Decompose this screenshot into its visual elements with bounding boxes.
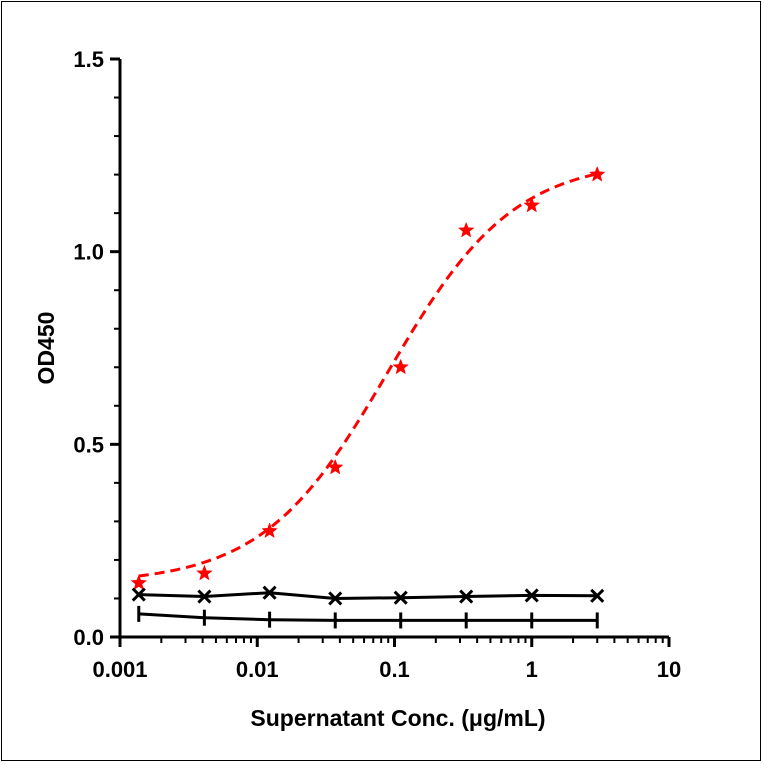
data-point-star — [326, 458, 344, 475]
data-point-x — [262, 585, 277, 600]
y-tick-label: 0.5 — [73, 432, 104, 457]
series-3 — [137, 605, 599, 629]
data-point-star — [523, 196, 541, 213]
x-tick-label: 10 — [657, 657, 681, 682]
data-point-x — [328, 591, 343, 606]
data-point-x — [524, 588, 539, 603]
series-line — [138, 612, 598, 622]
y-tick-label: 1.5 — [73, 47, 104, 72]
series-2 — [131, 585, 605, 606]
data-point-star — [196, 564, 213, 581]
x-axis: 0.001 0.01 0.1 1 10 — [92, 635, 681, 682]
data-point-x — [131, 587, 146, 602]
y-axis: 0.0 0.5 1.0 1.5 — [73, 47, 122, 650]
x-tick-label: 0.01 — [236, 657, 279, 682]
data-point-x — [590, 588, 605, 603]
series-line — [138, 591, 598, 601]
x-tick-label: 0.001 — [92, 657, 147, 682]
data-point-star — [588, 165, 606, 182]
data-point-star — [392, 358, 409, 375]
data-point-x — [459, 589, 474, 604]
series-layer — [130, 165, 606, 629]
data-point-x — [197, 589, 212, 604]
x-tick-label: 1 — [526, 657, 538, 682]
series-1 — [130, 165, 606, 591]
y-tick-label: 0.0 — [73, 625, 104, 650]
x-axis-title: Supernatant Conc. (μg/mL) — [250, 705, 545, 731]
y-axis-title: OD450 — [33, 312, 59, 385]
data-point-star — [457, 221, 475, 238]
data-point-star — [130, 574, 148, 591]
x-tick-label: 0.1 — [379, 657, 410, 682]
fit-curve — [138, 172, 598, 578]
data-point-x — [393, 590, 408, 605]
y-tick-label: 1.0 — [73, 240, 104, 265]
data-point-star — [261, 522, 278, 539]
